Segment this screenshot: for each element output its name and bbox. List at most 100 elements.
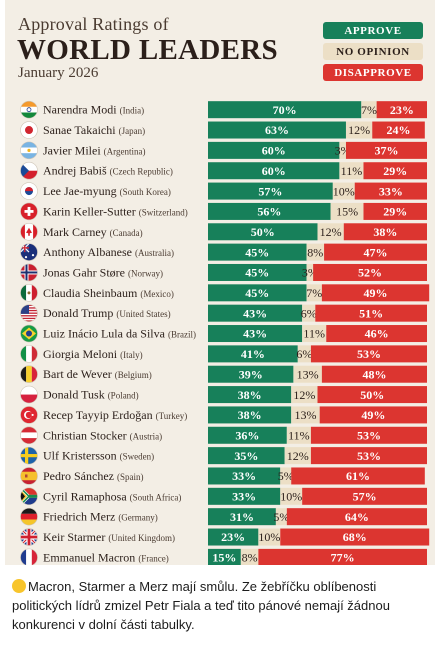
no-opinion-label: 13% bbox=[294, 408, 316, 422]
leader-row: Mark Carney (Canada) 50% 12% 38% bbox=[20, 222, 427, 241]
approve-label: 57% bbox=[258, 184, 282, 198]
italy-flag-icon bbox=[20, 345, 38, 363]
no-opinion-bar bbox=[280, 487, 303, 505]
disapprove-label: 68% bbox=[343, 530, 367, 544]
no-opinion-bar bbox=[339, 162, 364, 180]
no-opinion-bar bbox=[330, 202, 364, 220]
leader-name: Emmanuel Macron (France) bbox=[43, 550, 169, 564]
approve-label: 35% bbox=[234, 449, 258, 463]
germany-flag-icon bbox=[20, 507, 38, 526]
no-opinion-bar bbox=[339, 141, 346, 159]
no-opinion-label: 11% bbox=[303, 327, 325, 341]
stacked-bar-chart: Narendra Modi (India) 70% 7% 23% Sanae Takaic… bbox=[20, 100, 430, 565]
canada-flag-icon bbox=[20, 222, 38, 241]
belgium-flag-icon bbox=[20, 365, 38, 384]
disapprove-label: 52% bbox=[358, 266, 382, 280]
no-opinion-label: 12% bbox=[348, 123, 370, 137]
no-opinion-bar bbox=[317, 223, 344, 241]
argentina-flag-icon bbox=[20, 141, 38, 160]
united-kingdom-flag-icon bbox=[20, 528, 38, 546]
disapprove-bar bbox=[258, 548, 427, 565]
leader-row: Christian Stocker (Austria) 36% 11% 53% bbox=[20, 426, 427, 445]
approve-bar bbox=[208, 487, 281, 505]
approve-bar bbox=[208, 345, 298, 363]
leader-row: Donald Tusk (Poland) 38% 12% 50% bbox=[20, 385, 427, 404]
no-opinion-bar bbox=[306, 263, 314, 281]
norway-flag-icon bbox=[20, 263, 38, 282]
disapprove-label: 24% bbox=[387, 123, 411, 137]
approve-label: 43% bbox=[243, 327, 267, 341]
no-opinion-bar bbox=[280, 467, 292, 485]
approve-label: 63% bbox=[265, 123, 289, 137]
leader-country: (Belgium) bbox=[115, 370, 152, 380]
approve-label: 33% bbox=[232, 490, 256, 504]
leader-name: Giorgia Meloni (Italy) bbox=[43, 347, 143, 361]
no-opinion-label: 13% bbox=[297, 367, 319, 381]
disapprove-bar bbox=[372, 121, 425, 139]
leader-country: (Italy) bbox=[120, 350, 143, 360]
disapprove-label: 46% bbox=[365, 327, 389, 341]
leader-name: Andrej Babiš (Czech Republic) bbox=[43, 164, 173, 178]
approve-bar bbox=[208, 202, 331, 220]
leader-country: (France) bbox=[138, 553, 168, 563]
approve-bar bbox=[208, 182, 333, 200]
no-opinion-label: 12% bbox=[320, 225, 342, 239]
approve-label: 60% bbox=[262, 144, 286, 158]
leader-row: Cyril Ramaphosa (South Africa) 33% 10% 57% bbox=[20, 487, 427, 506]
disapprove-bar bbox=[324, 243, 427, 261]
disapprove-label: 49% bbox=[364, 286, 388, 300]
leader-name: Bart de Wever (Belgium) bbox=[43, 367, 152, 381]
disapprove-label: 47% bbox=[364, 245, 388, 259]
disapprove-label: 53% bbox=[357, 428, 381, 442]
leader-country: (Turkey) bbox=[156, 411, 188, 421]
approve-bar bbox=[208, 467, 281, 485]
disapprove-bar bbox=[363, 162, 427, 180]
disapprove-bar bbox=[354, 182, 427, 200]
no-opinion-bar bbox=[345, 121, 373, 139]
approve-bar bbox=[208, 101, 362, 119]
no-opinion-label: 10% bbox=[280, 490, 302, 504]
leader-row: Sanae Takaichi (Japan) 63% 12% 24% bbox=[20, 121, 425, 139]
leader-row: Andrej Babiš (Czech Republic) 60% 11% 29% bbox=[20, 161, 427, 180]
disapprove-label: 57% bbox=[353, 490, 377, 504]
disapprove-label: 49% bbox=[361, 408, 385, 422]
chart-subtitle-date: January 2026 bbox=[18, 65, 99, 81]
legend-disapprove: DISAPPROVE bbox=[323, 64, 423, 81]
caption-text: Macron, Starmer a Merz mají smůlu. Ze že… bbox=[12, 579, 390, 632]
no-opinion-bar bbox=[306, 284, 322, 302]
leader-row: Keir Starmer (United Kingdom) 23% 10% 68% bbox=[20, 528, 430, 546]
leader-row: Claudia Sheinbaum (Mexico) 45% 7% 49% bbox=[20, 284, 430, 302]
approve-label: 45% bbox=[245, 266, 269, 280]
mexico-flag-icon bbox=[20, 284, 38, 302]
czech-republic-flag-icon bbox=[20, 161, 38, 180]
leader-row: Bart de Wever (Belgium) 39% 13% 48% bbox=[20, 365, 427, 384]
no-opinion-label: 15% bbox=[336, 205, 358, 219]
disapprove-bar bbox=[326, 325, 427, 343]
disapprove-bar bbox=[321, 365, 427, 383]
legend-no-opinion: NO OPINION bbox=[323, 43, 423, 60]
leader-name: Anthony Albanese (Australia) bbox=[43, 245, 174, 259]
no-opinion-label: 7% bbox=[361, 103, 377, 117]
approve-label: 41% bbox=[241, 347, 265, 361]
approve-label: 56% bbox=[257, 205, 281, 219]
no-opinion-bar bbox=[291, 386, 318, 404]
approve-bar bbox=[208, 162, 340, 180]
leader-country: (Canada) bbox=[110, 228, 143, 238]
approve-label: 33% bbox=[232, 469, 256, 483]
leader-name: Keir Starmer (United Kingdom) bbox=[43, 530, 175, 544]
no-opinion-label: 11% bbox=[288, 428, 310, 442]
approve-label: 36% bbox=[235, 428, 259, 442]
disapprove-label: 50% bbox=[360, 388, 384, 402]
approve-label: 38% bbox=[238, 388, 262, 402]
approve-bar bbox=[208, 121, 346, 139]
leader-row: Giorgia Meloni (Italy) 41% 6% 53% bbox=[20, 345, 427, 363]
no-opinion-label: 6% bbox=[296, 347, 312, 361]
disapprove-label: 29% bbox=[383, 164, 407, 178]
approve-label: 23% bbox=[221, 530, 245, 544]
leader-country: (Australia) bbox=[135, 248, 174, 258]
poland-flag-icon bbox=[20, 385, 38, 404]
leader-country: (Argentina) bbox=[104, 146, 146, 156]
no-opinion-bar bbox=[240, 548, 259, 565]
leader-row: Recep Tayyip Erdoğan (Turkey) 38% 13% 49% bbox=[20, 406, 427, 424]
approve-bar bbox=[208, 263, 307, 281]
